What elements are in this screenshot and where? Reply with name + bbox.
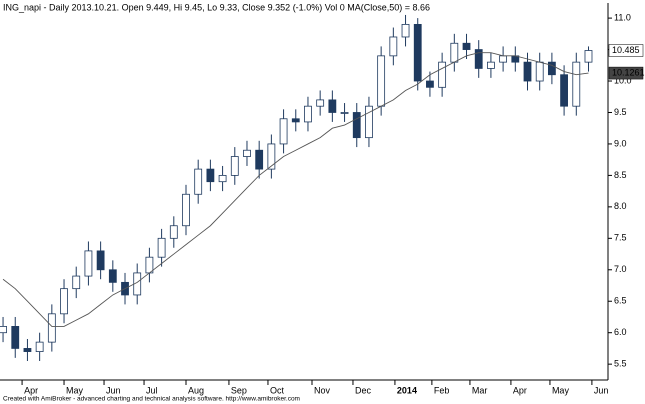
- y-tick-label: 6.0: [614, 327, 627, 337]
- last-close-label: 10.485: [612, 45, 640, 55]
- last-close-label-box: [608, 44, 644, 57]
- candle-body: [60, 288, 68, 315]
- x-tick-label: May: [552, 385, 570, 395]
- moving-average: [2, 52, 589, 327]
- y-tick-label: 7.5: [614, 233, 627, 243]
- candle-body: [169, 225, 178, 239]
- candle-body: [267, 143, 276, 170]
- x-tick-label: Mar: [472, 385, 488, 395]
- candle-body: [352, 112, 361, 139]
- candle-body: [72, 275, 81, 290]
- x-tick-label: Jun: [594, 385, 609, 395]
- candle-body: [560, 74, 568, 107]
- candle-body: [328, 99, 337, 113]
- candle-body: [547, 61, 556, 76]
- candle-body: [243, 149, 251, 157]
- x-tick-label: Aug: [188, 385, 204, 395]
- candle-body: [182, 193, 190, 227]
- last-ma-label-box: [608, 66, 644, 80]
- candle-body: [377, 55, 386, 107]
- candle-body: [291, 118, 300, 123]
- y-tick-label: 8.0: [614, 201, 627, 211]
- x-tick-label: Sep: [231, 385, 247, 395]
- candle-body: [35, 341, 44, 352]
- candle-body: [499, 55, 508, 63]
- candle-body: [230, 156, 239, 176]
- candle-body: [255, 149, 264, 170]
- x-tick-label: Apr: [513, 385, 527, 395]
- x-tick-label: Apr: [24, 385, 38, 395]
- candle-body: [218, 174, 227, 183]
- candle-body: [365, 105, 373, 139]
- candle-body: [450, 42, 459, 63]
- x-tick-label: Jun: [106, 385, 121, 395]
- x-tick-label: Dec: [355, 385, 372, 395]
- y-tick-label: 7.0: [614, 264, 627, 274]
- candle-body: [523, 61, 532, 82]
- candle-body: [0, 326, 7, 334]
- candle-body: [413, 23, 422, 82]
- y-tick-label: 11.0: [614, 12, 631, 22]
- candle-body: [340, 112, 349, 114]
- x-tick-label: Jul: [146, 385, 158, 395]
- candle-body: [84, 250, 93, 277]
- candle-body: [401, 23, 410, 38]
- footer: Created with AmiBroker - advanced charti…: [3, 396, 300, 403]
- y-tick-label: 9.0: [614, 138, 627, 148]
- candle-body: [462, 42, 471, 50]
- candle-body: [23, 348, 32, 352]
- chart-title: ING_napi - Daily 2013.10.21. Open 9.449,…: [3, 2, 430, 12]
- x-tick-label: Nov: [314, 385, 331, 395]
- candle-body: [438, 61, 447, 88]
- candle-body: [96, 250, 105, 271]
- candle-body: [584, 50, 593, 63]
- y-tick-label: 6.5: [614, 296, 627, 306]
- candle-body: [11, 326, 20, 349]
- candle-body: [389, 36, 398, 57]
- x-tick-label: May: [66, 385, 84, 395]
- x-tick-label: 2014: [397, 385, 417, 395]
- y-tick-label: 5.5: [614, 359, 627, 369]
- candle-body: [206, 168, 215, 183]
- candle-body: [474, 49, 483, 69]
- candle-body: [157, 237, 166, 258]
- y-tick-label: 8.5: [614, 170, 627, 180]
- candle-body: [316, 99, 325, 107]
- candle-body: [535, 61, 544, 82]
- candle-body: [487, 61, 495, 69]
- candle-body: [572, 61, 581, 107]
- x-tick-label: Feb: [434, 385, 450, 395]
- candle-body: [108, 269, 117, 283]
- x-tick-label: Oct: [270, 385, 285, 395]
- last-ma-label: 10.1261: [612, 67, 645, 77]
- y-tick-label: 10.0: [614, 75, 632, 85]
- candle-body: [304, 105, 312, 123]
- candle-body: [426, 80, 434, 88]
- candle-body: [194, 168, 203, 195]
- candle-body: [47, 313, 56, 343]
- candle-body: [279, 118, 288, 145]
- y-tick-label: 9.5: [614, 107, 627, 117]
